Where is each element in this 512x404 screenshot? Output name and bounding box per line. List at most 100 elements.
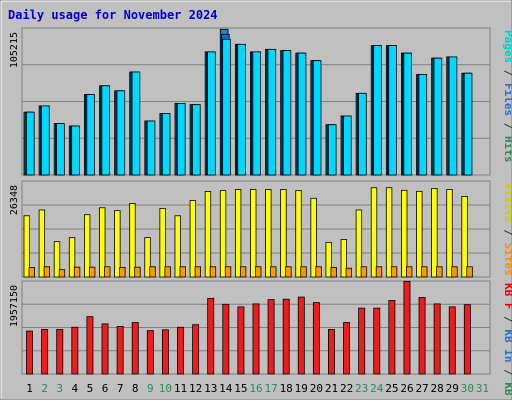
bar-sites xyxy=(43,266,51,278)
bar-hits xyxy=(41,105,50,176)
bar-hits xyxy=(312,60,322,176)
x-tick-label: 8 xyxy=(132,382,139,395)
x-tick-label: 27 xyxy=(415,382,428,395)
x-tick-label: 28 xyxy=(431,382,444,395)
bar-visits xyxy=(431,188,438,278)
x-tick-label: 22 xyxy=(340,382,353,395)
bar-sites xyxy=(300,266,307,278)
x-tick-label: 24 xyxy=(370,382,384,395)
bar-visits xyxy=(355,209,363,278)
x-axis-labels: 1 2 3 4 5 6 7 8 9 10 11 12 13 14 15 16 17 18 19 20 21 22 23 24 2… xyxy=(26,382,489,395)
bar-visits xyxy=(219,190,227,278)
bar-sites xyxy=(119,267,126,278)
bar-kb xyxy=(161,329,169,375)
bar-hits xyxy=(116,90,126,176)
x-tick-label: 3 xyxy=(56,382,63,395)
bar-sites xyxy=(390,266,398,278)
bar-kb xyxy=(433,303,441,375)
bar-sites xyxy=(345,267,352,278)
legend-entry: Sites xyxy=(502,243,512,276)
bar-sites xyxy=(375,266,383,278)
x-tick-label: 11 xyxy=(174,382,187,395)
bar-sites xyxy=(270,266,277,278)
bar-visits xyxy=(83,214,91,278)
bar-hits xyxy=(418,74,428,176)
bar-hits xyxy=(131,71,141,176)
bar-visits xyxy=(144,237,151,278)
bar-kb xyxy=(41,328,49,375)
bar-visits xyxy=(416,190,423,278)
bar-sites xyxy=(134,266,141,278)
legend-entry: / xyxy=(502,63,512,83)
series-legend: KB F / KB In / KB Out xyxy=(502,283,512,400)
bar-kb xyxy=(282,298,290,375)
x-tick-label: 7 xyxy=(117,382,124,395)
bar-kb xyxy=(116,325,124,375)
bar-sites xyxy=(104,266,111,278)
bar-hits xyxy=(101,85,111,176)
bar-kb xyxy=(71,326,79,375)
panel-pages-files-hits: 105215 Pages / Files / Hits xyxy=(9,27,512,176)
bar-kb xyxy=(463,304,471,375)
bar-kb xyxy=(101,323,109,375)
bar-hits xyxy=(358,92,367,176)
bar-kb xyxy=(373,307,381,375)
legend-entry: KB F xyxy=(502,283,512,310)
bar-hits xyxy=(448,56,458,176)
series-legend: Pages / Files / Hits xyxy=(502,30,512,163)
bar-hits xyxy=(252,51,262,176)
legend-entry: Hits xyxy=(502,136,512,163)
bar-sites xyxy=(239,266,247,278)
bar-visits xyxy=(370,187,378,278)
legend-entry: KB Out xyxy=(502,382,512,400)
bar-visits xyxy=(385,187,393,278)
bar-sites xyxy=(73,266,81,278)
x-tick-label: 9 xyxy=(147,382,154,395)
scale-label: 26348 xyxy=(9,185,20,215)
bar-visits xyxy=(68,237,76,278)
bar-sites xyxy=(164,266,171,278)
bar-hits xyxy=(222,38,231,176)
bar-visits xyxy=(129,203,136,278)
x-tick-label: 29 xyxy=(446,382,459,395)
bar-sites xyxy=(58,269,66,278)
legend-entry: / xyxy=(502,116,512,136)
scale-label: 105215 xyxy=(9,32,20,68)
bar-sites xyxy=(88,266,96,278)
bar-sites xyxy=(179,266,186,278)
bar-hits xyxy=(161,113,171,176)
bar-kb xyxy=(207,297,215,375)
chart-title: Daily usage for November 2024 xyxy=(8,8,218,22)
x-tick-label: 18 xyxy=(280,382,293,395)
bar-visits xyxy=(250,189,257,278)
bar-sites xyxy=(28,267,35,278)
bar-kb xyxy=(26,330,34,375)
bar-sites xyxy=(285,266,292,278)
legend-entry: / xyxy=(502,310,512,330)
scale-label: 1957150 xyxy=(9,285,20,327)
legend-entry: Pages xyxy=(502,30,512,63)
bar-kb xyxy=(131,322,139,375)
x-tick-label: 15 xyxy=(234,382,247,395)
bar-sites xyxy=(466,266,473,278)
panel-visits-sites: 26348 Visits / Sites xyxy=(9,180,512,278)
bar-sites xyxy=(406,266,413,278)
bar-visits xyxy=(189,200,197,278)
legend-entry: Visits xyxy=(502,183,512,223)
bar-sites xyxy=(209,266,217,278)
bar-sites xyxy=(149,266,156,278)
bar-kb xyxy=(237,306,245,375)
bar-sites xyxy=(451,266,458,278)
x-tick-label: 19 xyxy=(295,382,308,395)
bar-kb xyxy=(358,307,366,375)
bar-sites xyxy=(360,266,368,278)
bar-sites xyxy=(255,266,262,278)
bar-hits xyxy=(403,52,412,176)
x-tick-label: 12 xyxy=(189,382,202,395)
bar-hits xyxy=(237,43,246,176)
bar-sites xyxy=(330,267,337,278)
bar-visits xyxy=(401,189,408,278)
